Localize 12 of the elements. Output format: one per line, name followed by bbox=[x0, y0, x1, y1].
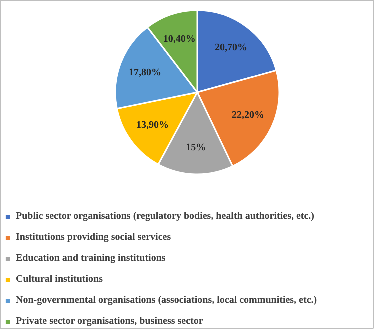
data-label: 10,40% bbox=[163, 34, 196, 46]
data-label: 22,20% bbox=[232, 110, 264, 122]
data-label: 17,80% bbox=[129, 67, 162, 78]
legend-label: Cultural institutions bbox=[16, 274, 103, 285]
legend-label: Institutions providing social services bbox=[16, 232, 172, 243]
data-label: 15% bbox=[186, 142, 206, 154]
data-label: 20,70% bbox=[215, 42, 248, 54]
data-label: 13,90% bbox=[136, 120, 169, 132]
legend-label: Private sector organisations, business sector bbox=[16, 316, 204, 327]
legend-label: Education and training institutions bbox=[16, 253, 166, 264]
legend-label: Public sector organisations (regulatory bodies, health authorities, etc.) bbox=[16, 211, 314, 222]
legend-label: Non-governmental organisations (associations, local communities, etc.) bbox=[16, 295, 318, 306]
